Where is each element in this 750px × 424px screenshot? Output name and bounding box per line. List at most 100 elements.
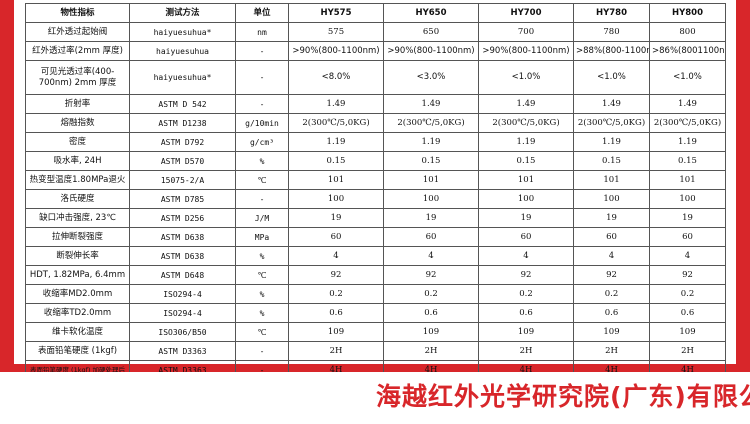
test-method: haiyuesuhua (129, 41, 236, 61)
value-cell: 2H (383, 341, 479, 361)
property-name: 收缩率MD2.0mm (25, 284, 130, 304)
company-name: 海越红外光学研究院(广东)有限公司 (376, 382, 750, 411)
value-cell: >90%(800-1100nm) (288, 41, 384, 61)
value-cell: 101 (573, 170, 650, 190)
property-name: 表面铅笔硬度 (1kgf) (25, 341, 130, 361)
unit: g/cm³ (235, 132, 289, 152)
value-cell: 575 (288, 22, 384, 42)
value-cell: <1.0% (478, 60, 574, 95)
value-cell: 101 (649, 170, 726, 190)
header-hy780: HY780 (573, 3, 650, 23)
value-cell: 101 (478, 170, 574, 190)
value-cell: 0.15 (288, 151, 384, 171)
value-cell: 1.19 (573, 132, 650, 152)
table-row: 维卡软化温度 ISO306/B50 ℃ 109 109 109 109 109 (25, 322, 726, 342)
value-cell: 60 (573, 227, 650, 247)
value-cell: 100 (478, 189, 574, 209)
unit: % (235, 303, 289, 323)
table-row: 红外透过率(2mm 厚度) haiyuesuhua - >90%(800-1100nm… (25, 41, 726, 61)
unit: ℃ (235, 322, 289, 342)
value-cell: 109 (288, 322, 384, 342)
value-cell: 92 (649, 265, 726, 285)
unit: J/M (235, 208, 289, 228)
value-cell: 0.6 (649, 303, 726, 323)
value-cell: 0.2 (649, 284, 726, 304)
unit: - (235, 41, 289, 61)
header-hy800: HY800 (649, 3, 726, 23)
value-cell: 2(300℃/5,0KG) (649, 113, 726, 133)
property-name: 红外透过率(2mm 厚度) (25, 41, 130, 61)
value-cell: 2H (573, 341, 650, 361)
header-hy575: HY575 (288, 3, 384, 23)
unit: - (235, 60, 289, 95)
header-unit: 单位 (235, 3, 289, 23)
value-cell: 1.19 (383, 132, 479, 152)
table-row: 表面铅笔硬度 (1kgf) ASTM D3363-2H 2H 2H 2H 2H (25, 341, 726, 361)
table-row: HDT, 1.82MPa, 6.4mm ASTM D648 ℃ 92 92 92 92 92 (25, 265, 726, 285)
value-cell: 1.49 (649, 94, 726, 114)
value-cell: >88%(800-1100nm) (573, 41, 650, 61)
value-cell: 4 (383, 246, 479, 266)
value-cell: 60 (288, 227, 384, 247)
table-row: 折射率 ASTM D 542-1.49 1.49 1.49 1.49 1.49 (25, 94, 726, 114)
value-cell: 60 (478, 227, 574, 247)
test-method: ASTM D792 (129, 132, 236, 152)
test-method: ASTM D570 (129, 151, 236, 171)
property-name: 收缩率TD2.0mm (25, 303, 130, 323)
value-cell: 1.49 (288, 94, 384, 114)
value-cell: 92 (288, 265, 384, 285)
value-cell: 60 (649, 227, 726, 247)
value-cell: 2(300℃/5,0KG) (288, 113, 384, 133)
test-method: ASTM D256 (129, 208, 236, 228)
value-cell: 109 (478, 322, 574, 342)
value-cell: 109 (383, 322, 479, 342)
property-name: 断裂伸长率 (25, 246, 130, 266)
footer-banner: 海越红外光学研究院(广东)有限公司 (0, 372, 750, 424)
value-cell: >90%(800-1100nm) (383, 41, 479, 61)
value-cell: >90%(800-1100nm) (478, 41, 574, 61)
property-name: 熔融指数 (25, 113, 130, 133)
value-cell: 0.2 (573, 284, 650, 304)
table-row: 收缩率TD2.0mm ISO294-4% 0.6 0.6 0.6 0.6 0.6 (25, 303, 726, 323)
header-hy700: HY700 (478, 3, 574, 23)
table-row: 熔融指数 ASTM D1238 g/10min 2(300℃/5,0KG) 2(300℃… (25, 113, 726, 133)
test-method: ASTM D638 (129, 246, 236, 266)
value-cell: 0.2 (288, 284, 384, 304)
test-method: haiyuesuhua* (129, 60, 236, 95)
header-property: 物性指标 (25, 3, 130, 23)
test-method: ASTM D785 (129, 189, 236, 209)
spec-table: 物性指标 测试方法 单位 HY575 HY650 HY700 HY780 HY8… (25, 3, 726, 399)
value-cell: 92 (478, 265, 574, 285)
value-cell: <1.0% (573, 60, 650, 95)
property-name: 折射率 (25, 94, 130, 114)
value-cell: 0.6 (573, 303, 650, 323)
unit: nm (235, 22, 289, 42)
property-name: 拉伸断裂强度 (25, 227, 130, 247)
value-cell: 0.2 (383, 284, 479, 304)
value-cell: 2(300℃/5,0KG) (383, 113, 479, 133)
value-cell: 2H (649, 341, 726, 361)
test-method: ISO294-4 (129, 284, 236, 304)
table-row: 缺口冲击强度, 23℃ ASTM D256 J/M 19 19 19 19 19 (25, 208, 726, 228)
unit: % (235, 284, 289, 304)
unit: % (235, 151, 289, 171)
property-name: HDT, 1.82MPa, 6.4mm (25, 265, 130, 285)
unit: g/10min (235, 113, 289, 133)
value-cell: 109 (649, 322, 726, 342)
property-name: 可见光透过率(400-700nm) 2mm 厚度 (25, 60, 130, 95)
header-method: 测试方法 (129, 3, 236, 23)
value-cell: 2H (478, 341, 574, 361)
property-name: 热变型温度1.80MPa退火 (25, 170, 130, 190)
table-row: 可见光透过率(400-700nm) 2mm 厚度 haiyuesuhua* - <8.… (25, 60, 726, 95)
value-cell: 92 (383, 265, 479, 285)
unit: MPa (235, 227, 289, 247)
value-cell: <8.0% (288, 60, 384, 95)
property-name: 吸水率, 24H (25, 151, 130, 171)
table-row: 断裂伸长率 ASTM D638% 4 4 4 4 4 (25, 246, 726, 266)
value-cell: 0.15 (649, 151, 726, 171)
test-method: ASTM D648 (129, 265, 236, 285)
property-name: 红外透过起始阀 (25, 22, 130, 42)
test-method: haiyuesuhua* (129, 22, 236, 42)
value-cell: 19 (649, 208, 726, 228)
value-cell: >86%(8001100nm) (649, 41, 726, 61)
